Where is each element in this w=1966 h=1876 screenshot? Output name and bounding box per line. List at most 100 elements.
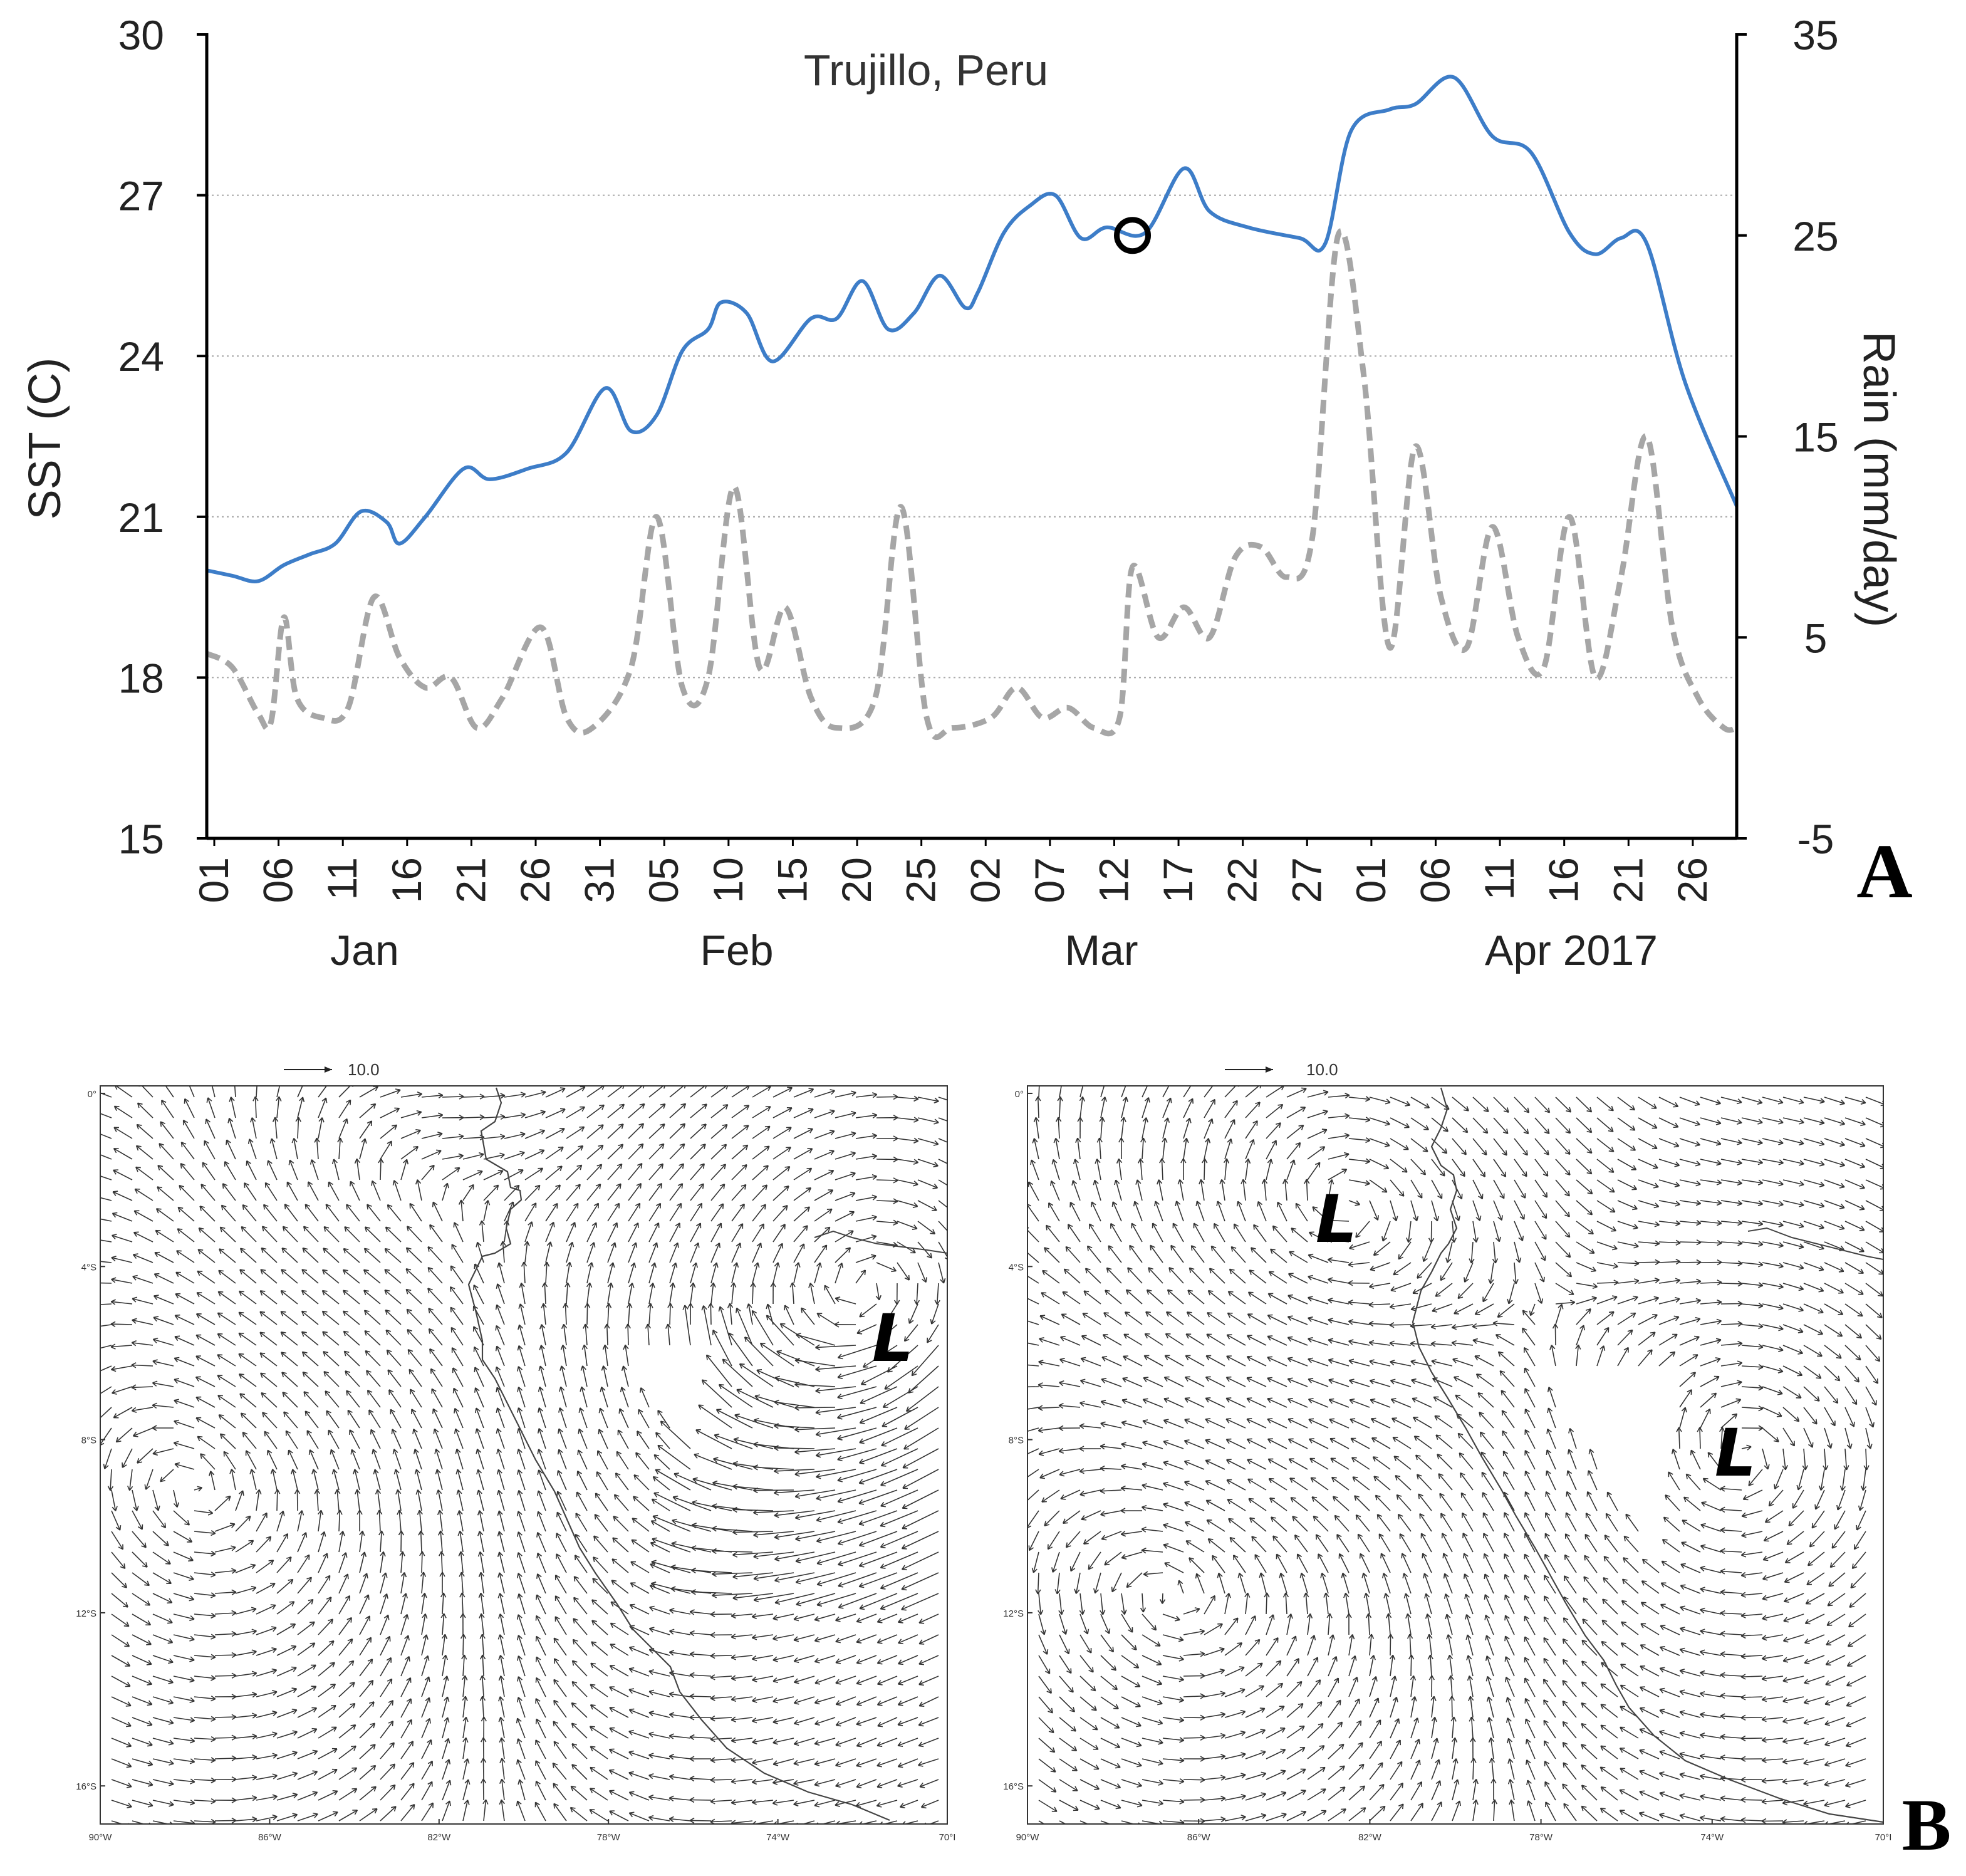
wind-vector (571, 1702, 588, 1718)
wind-vector (1555, 1221, 1571, 1238)
wind-vector (1352, 1476, 1370, 1491)
wind-vector-head (1301, 1087, 1307, 1093)
wind-vector (1824, 1097, 1845, 1105)
wind-vector (435, 1449, 443, 1470)
wind-vector-head (473, 1285, 479, 1290)
wind-vector (571, 1681, 588, 1697)
wind-vector-head (211, 1634, 216, 1640)
wind-vector-head (516, 1573, 523, 1578)
wind-vector (1865, 1345, 1881, 1362)
wind-vector-head (458, 1551, 464, 1556)
wind-vector (459, 1531, 464, 1553)
wind-vector (1435, 1434, 1453, 1449)
wind-vector (752, 1282, 754, 1305)
wind-vector-head (90, 1237, 95, 1242)
wind-vector (276, 1511, 284, 1532)
wind-vector-head (1633, 1295, 1638, 1301)
wind-vector-head (814, 1679, 821, 1685)
wind-vector-head (571, 1743, 578, 1749)
wind-vector-head (814, 1699, 820, 1705)
wind-vector (235, 1564, 256, 1573)
wind-vector-head (648, 1773, 654, 1780)
wind-vector (1741, 1262, 1763, 1266)
wind-vector-head (1048, 1202, 1054, 1208)
wind-vector-head (429, 1348, 435, 1354)
wind-vector (635, 1452, 650, 1470)
wind-vector (220, 1433, 236, 1449)
wind-vector (1658, 1261, 1681, 1263)
wind-vector (1782, 1200, 1804, 1206)
wind-vector (1534, 1159, 1549, 1177)
wind-vector (1280, 1573, 1287, 1594)
wind-vector (1679, 1179, 1701, 1185)
wind-vector-head (815, 1452, 821, 1458)
wind-vector-head (774, 1534, 779, 1540)
wind-vector-head (902, 1483, 908, 1489)
wind-vector (1307, 1146, 1325, 1160)
wind-vector-head (1859, 1247, 1865, 1253)
wind-vector-head (536, 1552, 543, 1558)
wind-vector-head (517, 1676, 523, 1682)
wind-vector-head (380, 1551, 386, 1557)
wind-vector-head (1259, 1572, 1265, 1578)
wind-vector (669, 1714, 691, 1718)
wind-vector (380, 1108, 400, 1118)
wind-vector (1638, 1138, 1658, 1149)
wind-vector (1545, 1491, 1556, 1511)
wind-vector-head (289, 1601, 295, 1607)
wind-vector-head (1405, 1101, 1411, 1107)
wind-vector-head (1694, 1335, 1700, 1342)
wind-vector (1348, 1097, 1370, 1100)
wind-vector-head (689, 1672, 695, 1679)
wind-vector-head (325, 1204, 331, 1210)
wind-vector (1237, 1201, 1246, 1222)
y-axis-right-label: Rain (mm/day) (1854, 331, 1904, 627)
wind-vector (625, 1345, 629, 1367)
wind-vector-head (1287, 1398, 1293, 1404)
wind-vector-head (712, 1526, 717, 1532)
wind-vector (1307, 1110, 1328, 1118)
wind-vector (1245, 1120, 1258, 1139)
wind-vector-head (244, 1182, 249, 1188)
wind-vector-head (499, 1737, 505, 1743)
wind-vector (1212, 1555, 1225, 1573)
wind-vector-head (231, 1652, 237, 1659)
wind-vector-head (1103, 1312, 1109, 1318)
wind-vector-head (612, 1222, 618, 1228)
wind-vector-head (1798, 1264, 1804, 1270)
wind-vector (1027, 1510, 1039, 1528)
wind-vector (1091, 1201, 1101, 1222)
wind-vector (1803, 1303, 1824, 1313)
wind-vector (137, 1448, 153, 1464)
wind-vector (152, 1779, 174, 1785)
wind-vector (1546, 1470, 1556, 1491)
wind-vector-head (355, 1489, 361, 1495)
wind-vector (1566, 1491, 1577, 1511)
wind-vector-head (794, 1449, 800, 1455)
wind-vector-head (1838, 1267, 1844, 1273)
wind-vector (462, 1184, 474, 1201)
wind-vector-head (1318, 1553, 1323, 1559)
wind-vector (318, 1618, 333, 1635)
wind-vector (571, 1764, 588, 1780)
wind-vector-head (609, 1686, 615, 1692)
lat-label: 16°S (76, 1781, 96, 1792)
wind-vector-head (493, 1184, 499, 1191)
wind-vector-head (650, 1582, 657, 1588)
wind-vector (380, 1615, 389, 1635)
wind-vector-head (387, 1369, 393, 1375)
wind-vector-head (427, 1781, 433, 1787)
wind-vector (517, 1800, 526, 1821)
wind-vector (1546, 1449, 1556, 1470)
wind-vector (938, 1138, 947, 1143)
wind-vector-head (1410, 1359, 1416, 1365)
wind-vector-head (343, 1573, 349, 1580)
wind-vector-head (816, 1822, 819, 1824)
wind-vector (1617, 1241, 1639, 1247)
wind-vector (173, 1820, 195, 1824)
wind-vector (421, 1150, 442, 1160)
wind-vector (427, 1288, 443, 1305)
wind-vector (481, 1675, 484, 1697)
wind-vector-head (897, 1680, 903, 1686)
wind-vector (157, 1165, 174, 1180)
